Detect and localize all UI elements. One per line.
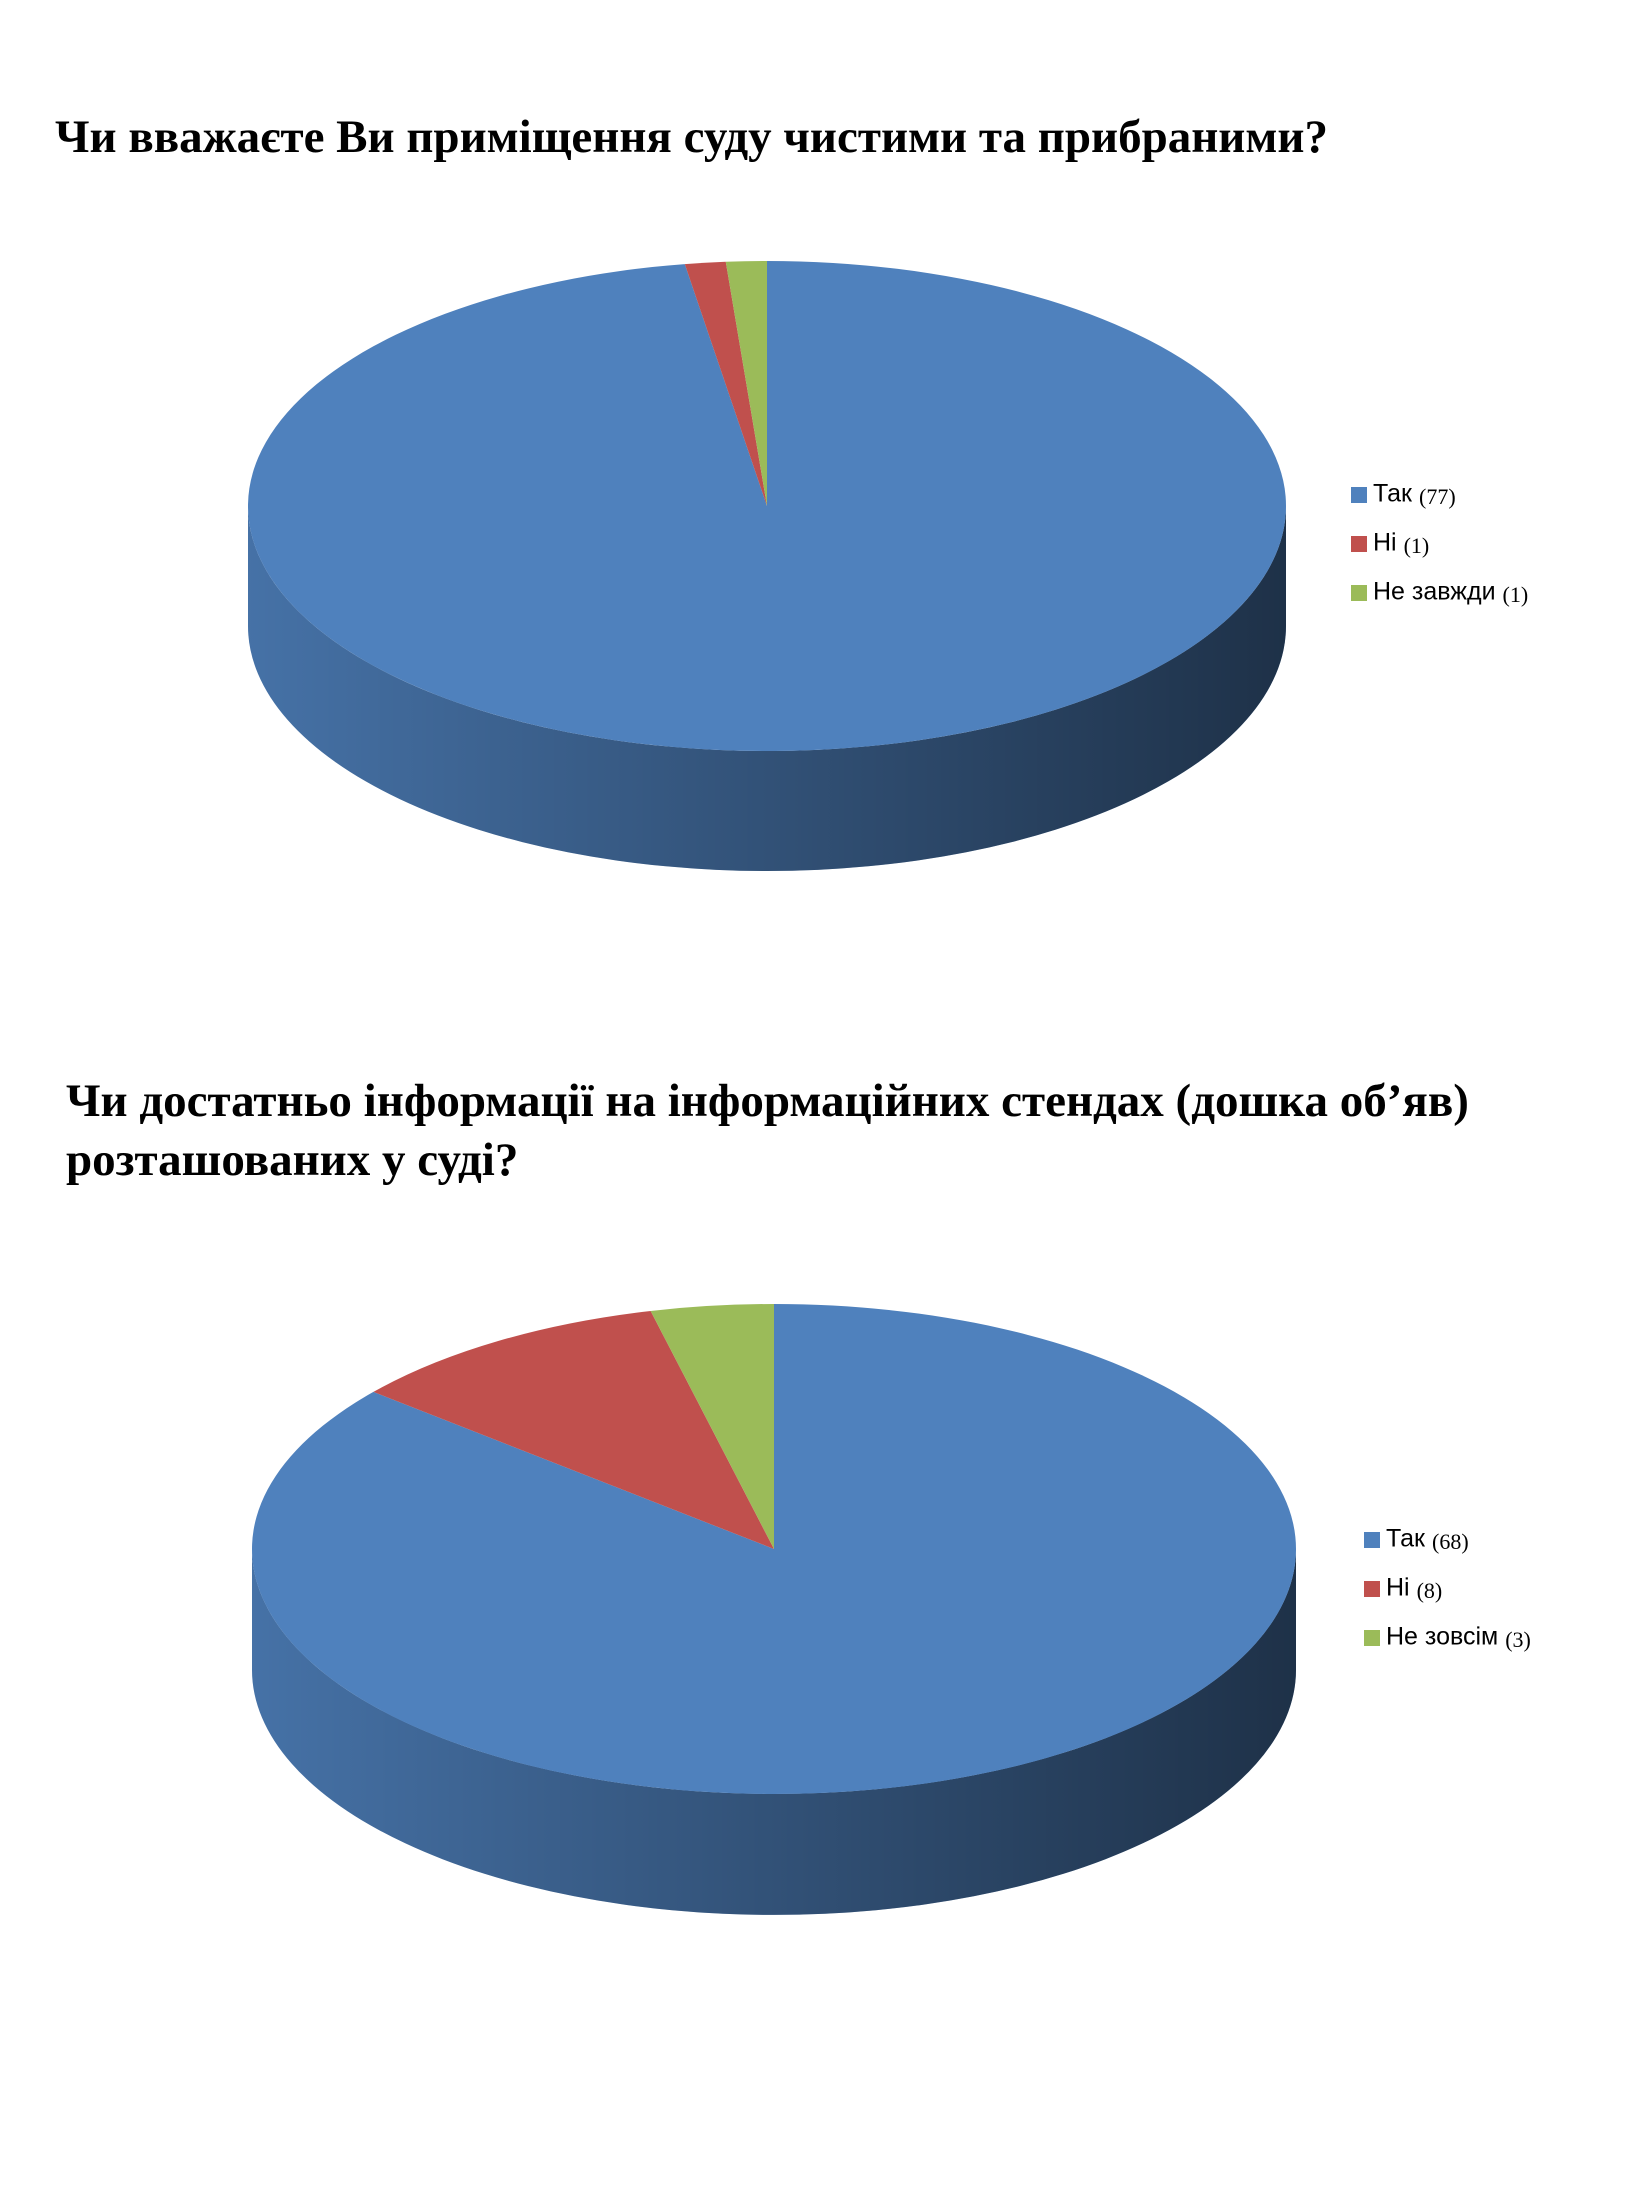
legend-label: Так	[1386, 1525, 1426, 1553]
legend-swatch	[1351, 487, 1367, 503]
legend-label: Ні	[1373, 529, 1397, 557]
legend-label: Не зовсім	[1386, 1623, 1498, 1651]
legend-swatch	[1364, 1581, 1380, 1597]
pie-slice	[725, 261, 767, 506]
legend-swatch	[1364, 1630, 1380, 1646]
chart-title: Чи достатньо інформації на інформаційних…	[66, 1075, 1469, 1186]
pie-slice	[684, 261, 767, 506]
pie-slice	[650, 1304, 774, 1549]
legend-label: Ні	[1386, 1574, 1410, 1602]
value-label: (68)	[1432, 1529, 1469, 1554]
pie-slice	[373, 1310, 774, 1549]
legend-swatch	[1351, 585, 1367, 601]
legend-label: Не завжди	[1373, 578, 1496, 606]
legend-swatch	[1364, 1532, 1380, 1548]
pie-slice	[248, 261, 1287, 751]
value-label: (1)	[1404, 533, 1430, 558]
value-label: (1)	[1503, 582, 1529, 607]
pie-side-shade	[248, 506, 1286, 871]
pie-slice	[251, 1304, 1296, 1794]
value-label: (77)	[1419, 484, 1456, 509]
legend-label: Так	[1373, 480, 1413, 508]
pie-side-shade	[252, 1549, 1296, 1915]
chart-title: Чи вважаєте Ви приміщення суду чистими т…	[55, 111, 1328, 163]
legend-swatch	[1351, 536, 1367, 552]
value-label: (8)	[1417, 1578, 1443, 1603]
value-label: (3)	[1505, 1627, 1531, 1652]
